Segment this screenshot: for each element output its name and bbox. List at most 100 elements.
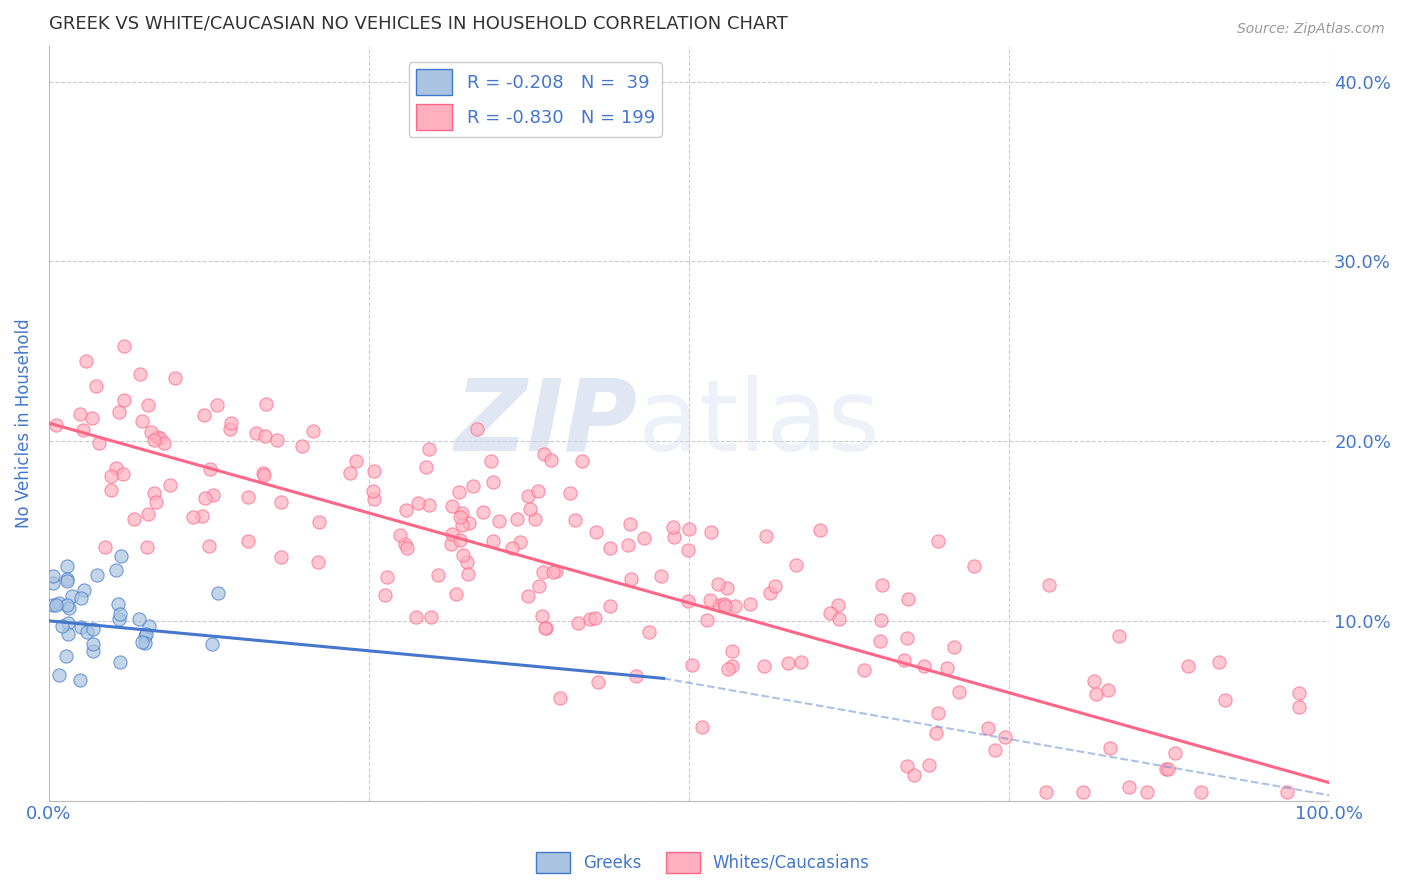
Point xyxy=(100,483,122,497)
Point xyxy=(146,429,169,443)
Point xyxy=(42,569,65,583)
Point xyxy=(1288,699,1310,714)
Point xyxy=(1288,685,1310,699)
Point xyxy=(84,379,107,393)
Point xyxy=(678,543,700,558)
Point xyxy=(853,663,876,677)
Point xyxy=(717,662,740,676)
Point xyxy=(482,534,505,549)
Point xyxy=(578,612,600,626)
Point xyxy=(488,514,510,528)
Point xyxy=(827,611,849,625)
Point xyxy=(56,574,79,588)
Point xyxy=(1213,692,1236,706)
Point xyxy=(517,489,540,503)
Point xyxy=(870,578,893,592)
Legend: Greeks, Whites/Caucasians: Greeks, Whites/Caucasians xyxy=(530,846,876,880)
Point xyxy=(1097,682,1119,697)
Text: atlas: atlas xyxy=(638,375,880,472)
Point xyxy=(56,616,79,631)
Point xyxy=(131,634,153,648)
Point xyxy=(308,515,330,529)
Point xyxy=(721,644,744,658)
Point xyxy=(86,568,108,582)
Point xyxy=(60,589,83,603)
Point xyxy=(1038,578,1060,592)
Point xyxy=(108,404,131,418)
Point xyxy=(456,556,478,570)
Point xyxy=(531,566,554,580)
Point xyxy=(253,468,276,483)
Point xyxy=(291,439,314,453)
Point xyxy=(707,577,730,591)
Point xyxy=(818,607,841,621)
Point xyxy=(440,537,463,551)
Point xyxy=(82,637,104,651)
Point xyxy=(145,495,167,509)
Point xyxy=(142,486,165,500)
Point xyxy=(194,491,217,506)
Point xyxy=(202,488,225,502)
Point xyxy=(48,668,70,682)
Point xyxy=(100,468,122,483)
Point xyxy=(80,411,103,425)
Point xyxy=(531,609,554,624)
Point xyxy=(252,467,274,481)
Point xyxy=(571,454,593,468)
Point xyxy=(927,706,949,721)
Point xyxy=(450,518,472,533)
Point xyxy=(427,568,450,582)
Point xyxy=(583,611,606,625)
Point xyxy=(869,633,891,648)
Point xyxy=(700,524,723,539)
Point xyxy=(45,598,67,612)
Point xyxy=(558,485,581,500)
Point xyxy=(159,478,181,492)
Point xyxy=(207,586,229,600)
Point xyxy=(105,461,128,475)
Point xyxy=(238,491,260,505)
Point xyxy=(363,491,385,506)
Point xyxy=(198,461,221,475)
Point xyxy=(690,720,713,734)
Text: ZIP: ZIP xyxy=(456,375,638,472)
Point xyxy=(738,597,761,611)
Point xyxy=(395,503,418,517)
Point xyxy=(755,529,778,543)
Point xyxy=(543,565,565,579)
Point xyxy=(136,540,159,554)
Point xyxy=(236,533,259,548)
Point xyxy=(198,540,221,554)
Point xyxy=(790,655,813,669)
Point xyxy=(661,520,683,534)
Point xyxy=(984,742,1007,756)
Point xyxy=(1164,746,1187,760)
Point xyxy=(457,516,479,530)
Point xyxy=(131,414,153,428)
Point xyxy=(128,612,150,626)
Point xyxy=(93,540,115,554)
Point xyxy=(776,656,799,670)
Point xyxy=(650,568,672,582)
Point xyxy=(105,563,128,577)
Point xyxy=(1118,780,1140,794)
Point xyxy=(896,631,918,645)
Point xyxy=(664,530,686,544)
Point xyxy=(73,583,96,598)
Point xyxy=(48,596,70,610)
Point xyxy=(585,525,607,540)
Point xyxy=(506,512,529,526)
Point xyxy=(624,668,647,682)
Point xyxy=(363,464,385,478)
Point xyxy=(721,658,744,673)
Point xyxy=(82,644,104,658)
Point xyxy=(56,598,79,612)
Point xyxy=(633,531,655,545)
Point xyxy=(389,528,412,542)
Point xyxy=(110,549,132,563)
Point xyxy=(344,454,367,468)
Point xyxy=(927,534,949,549)
Point xyxy=(449,533,471,548)
Point xyxy=(534,621,557,635)
Point xyxy=(270,550,292,565)
